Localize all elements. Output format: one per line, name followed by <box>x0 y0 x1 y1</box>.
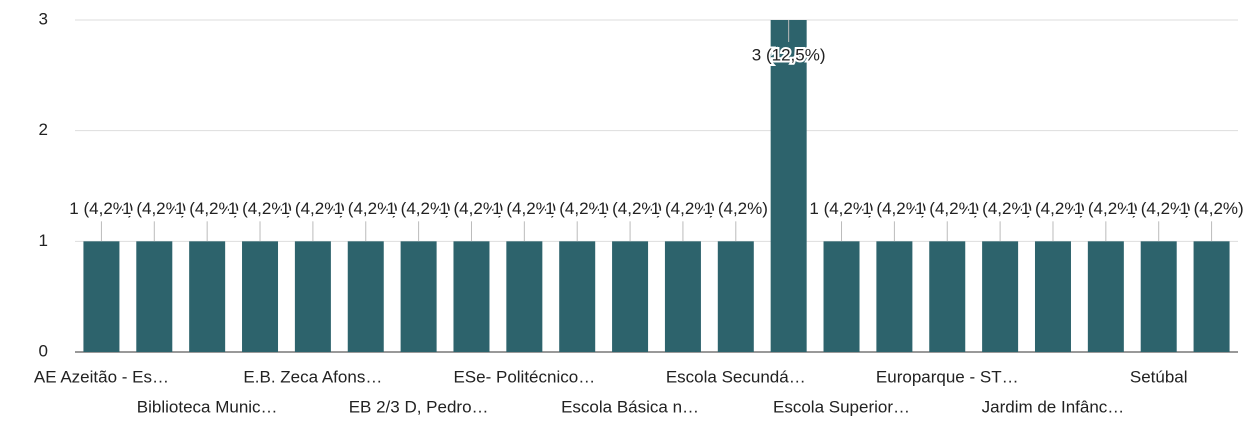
value-label: 1 (4,2%) <box>704 199 768 218</box>
value-label: 1 (4,2%) <box>1074 199 1138 218</box>
value-label: 1 (4,2%) <box>175 199 239 218</box>
value-label: 1 (4,2%) <box>598 199 662 218</box>
y-tick-label: 2 <box>39 120 48 139</box>
bar <box>453 241 490 352</box>
x-tick-label: Escola Superior… <box>773 397 910 416</box>
y-tick-label: 0 <box>39 341 48 360</box>
value-label: 1 (4,2%) <box>1021 199 1085 218</box>
x-tick-label: Escola Secundá… <box>666 367 806 386</box>
x-tick-label: Setúbal <box>1130 367 1188 386</box>
x-tick-label: AE Azeitão - Es… <box>34 367 169 386</box>
bar <box>770 20 807 352</box>
value-label: 1 (4,2%) <box>809 199 873 218</box>
bar <box>506 241 543 352</box>
bar <box>347 241 384 352</box>
value-label: 1 (4,2%) <box>545 199 609 218</box>
value-label: 1 (4,2%) <box>334 199 398 218</box>
value-label: 1 (4,2%) <box>1179 199 1243 218</box>
bar <box>136 241 173 352</box>
value-label: 1 (4,2%) <box>915 199 979 218</box>
bar <box>189 241 226 352</box>
value-label: 1 (4,2%) <box>439 199 503 218</box>
bar <box>1140 241 1177 352</box>
bar <box>929 241 966 352</box>
bar <box>982 241 1019 352</box>
y-tick-label: 1 <box>39 231 48 250</box>
bar <box>242 241 279 352</box>
bar <box>400 241 437 352</box>
value-label: 1 (4,2%) <box>122 199 186 218</box>
bar <box>664 241 701 352</box>
value-label: 3 (12,5%) <box>752 45 826 64</box>
x-tick-label: Europarque - ST… <box>876 367 1019 386</box>
value-label: 1 (4,2%) <box>1127 199 1191 218</box>
value-label: 1 (4,2%) <box>69 199 133 218</box>
value-label: 1 (4,2%) <box>492 199 556 218</box>
bar <box>559 241 596 352</box>
bar <box>83 241 120 352</box>
value-label: 1 (4,2%) <box>281 199 345 218</box>
bar <box>612 241 649 352</box>
value-label: 1 (4,2%) <box>386 199 450 218</box>
x-tick-label: Escola Básica n… <box>561 397 699 416</box>
value-label: 1 (4,2%) <box>862 199 926 218</box>
bar <box>294 241 331 352</box>
bar <box>823 241 860 352</box>
x-tick-label: EB 2/3 D, Pedro… <box>349 397 489 416</box>
value-label: 1 (4,2%) <box>968 199 1032 218</box>
bar <box>1034 241 1071 352</box>
y-tick-label: 3 <box>39 9 48 28</box>
bar <box>1193 241 1230 352</box>
bar <box>1087 241 1124 352</box>
bar <box>876 241 913 352</box>
x-tick-label: E.B. Zeca Afons… <box>243 367 382 386</box>
bar <box>717 241 754 352</box>
value-label: 1 (4,2%) <box>228 199 292 218</box>
x-tick-label: Jardim de Infânc… <box>982 397 1125 416</box>
x-tick-label: ESe- Politécnico… <box>453 367 595 386</box>
value-label: 1 (4,2%) <box>651 199 715 218</box>
x-tick-label: Biblioteca Munic… <box>137 397 278 416</box>
